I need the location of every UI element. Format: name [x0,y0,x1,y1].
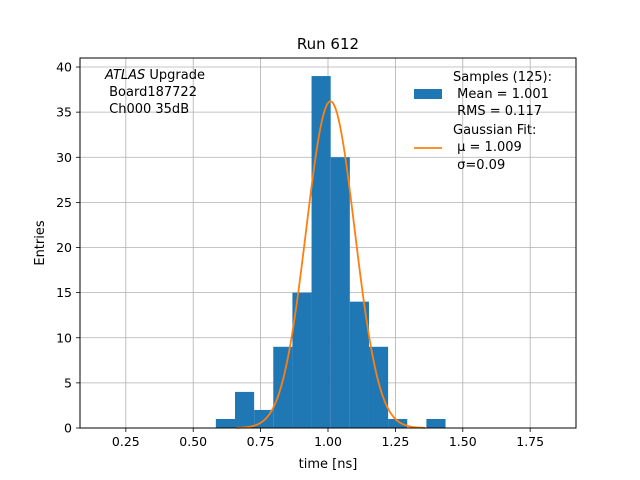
y-tick-label: 35 [56,105,72,120]
atlas-annotation: ATLAS Upgrade Board187722 Ch000 35dB [104,68,205,117]
gaussian-fit-curve [236,100,426,429]
y-axis-label: Entries [33,220,48,266]
y-tick-label: 0 [64,421,72,436]
x-tick-label: 1.25 [381,434,409,449]
x-tick-label: 0.50 [179,434,207,449]
histogram-bars [215,76,446,429]
axis-ticks: 0.25 0.50 0.75 1.00 1.25 1.50 1.75 0 5 10 15 20 25 30… [56,60,544,449]
x-axis-label: time [ns] [299,457,358,472]
legend-hist-swatch [414,89,442,99]
y-tick-label: 10 [56,330,72,345]
x-tick-label: 1.50 [449,434,477,449]
histogram-bar [273,346,293,428]
histogram-bar [292,292,312,428]
legend-fit-line-3: σ=0.09 [453,158,505,173]
annotation-atlas: ATLAS [104,68,145,83]
legend-hist-line-2: Mean = 1.001 [453,87,549,102]
y-tick-label: 30 [56,150,72,165]
y-tick-label: 20 [56,240,72,255]
histogram-bar [330,157,350,428]
histogram-bar [426,418,446,428]
y-tick-label: 40 [56,60,72,75]
y-tick-label: 25 [56,195,72,210]
chart-title: Run 612 [297,35,359,53]
legend-fit-line-1: Gaussian Fit: [453,123,536,138]
annotation-line-3: Ch000 35dB [105,102,189,117]
y-tick-label: 5 [64,375,72,390]
histogram-bar [215,418,235,428]
annotation-line-1: ATLAS Upgrade [104,68,205,83]
x-tick-label: 1.00 [314,434,342,449]
legend-fit-line-2: μ = 1.009 [453,140,522,155]
histogram-bar [235,391,255,428]
histogram-bar [349,301,369,428]
histogram-bar [311,76,331,429]
x-tick-label: 0.25 [112,434,140,449]
histogram-bar [368,346,389,428]
legend: Samples (125): Mean = 1.001 RMS = 0.117 … [414,70,552,173]
y-tick-label: 15 [56,285,72,300]
legend-hist-line-3: RMS = 0.117 [453,104,542,119]
annotation-line-2: Board187722 [105,85,197,100]
histogram-bar [388,418,408,428]
legend-hist-line-1: Samples (125): [453,70,552,85]
x-tick-label: 1.75 [516,434,544,449]
x-tick-label: 0.75 [247,434,275,449]
annotation-upgrade: Upgrade [145,68,205,83]
gaussian-fit [236,100,426,429]
